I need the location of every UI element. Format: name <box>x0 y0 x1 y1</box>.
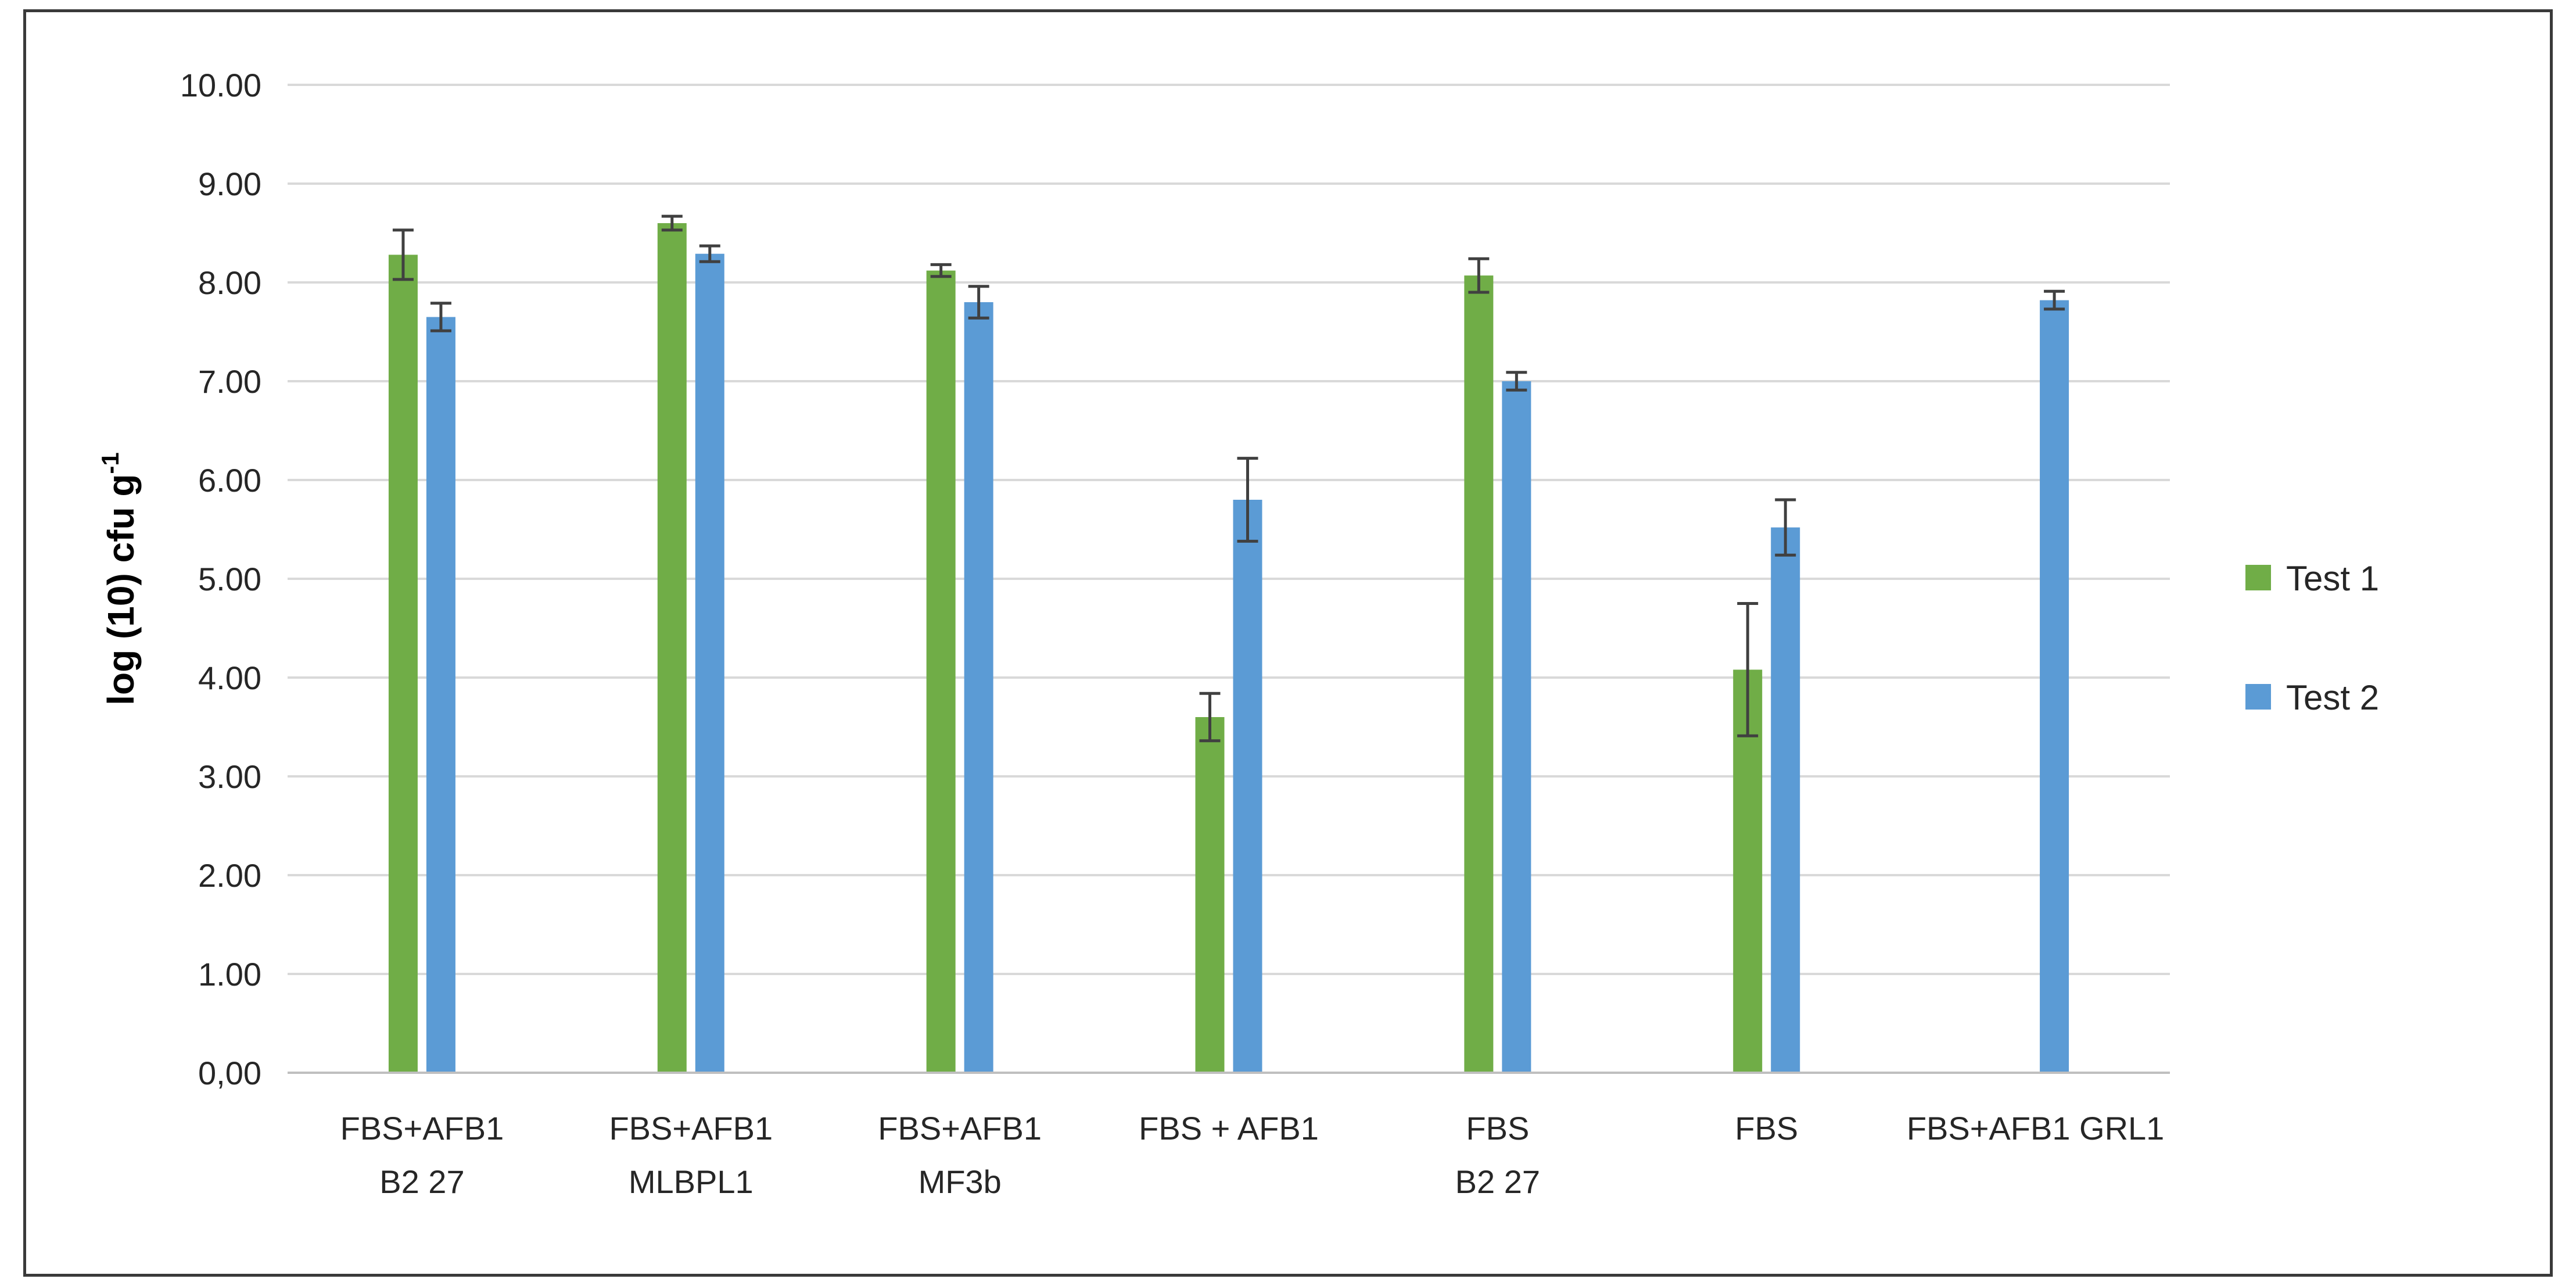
chart-frame: 0,00 1.00 2.00 3.00 4.00 5.00 6.00 7.00 8.00 9.00… <box>23 9 2553 1277</box>
x-category-label: FBS+AFB1 GRL1 <box>1907 1110 2165 1147</box>
bar-test1 <box>1464 275 1494 1073</box>
y-tick-label: 2.00 <box>198 857 261 894</box>
y-axis-title-superscript: -1 <box>96 452 124 474</box>
bar-test1 <box>926 270 956 1073</box>
legend-swatch-test2 <box>2245 684 2271 710</box>
error-bar <box>661 214 683 232</box>
bar-test2 <box>2040 300 2069 1073</box>
legend-label-test1: Test 1 <box>2286 559 2379 598</box>
error-bar <box>430 302 451 332</box>
bar-test2 <box>426 317 455 1073</box>
y-tick-label: 9.00 <box>198 166 261 202</box>
error-bar <box>930 263 952 278</box>
x-category-label: FBS+AFB1 B2 27 <box>340 1110 504 1200</box>
error-bar <box>1506 371 1527 392</box>
y-tick-label: 10.00 <box>180 67 261 103</box>
y-tick-label: 3.00 <box>198 758 261 795</box>
error-bar <box>1468 257 1490 294</box>
y-tick-label: 0,00 <box>198 1055 261 1091</box>
error-bars <box>392 214 2065 743</box>
error-bar <box>699 244 720 263</box>
bars <box>388 223 2069 1073</box>
legend-label-test2: Test 2 <box>2286 678 2379 717</box>
y-tick-label: 5.00 <box>198 561 261 597</box>
y-tick-label: 8.00 <box>198 264 261 301</box>
y-axis-ticks: 0,00 1.00 2.00 3.00 4.00 5.00 6.00 7.00 8.00 9.00… <box>180 67 261 1091</box>
error-bar <box>1737 602 1759 737</box>
y-tick-label: 7.00 <box>198 363 261 400</box>
legend-swatch-test1 <box>2245 565 2271 590</box>
x-category-label: FBS + AFB1 <box>1139 1110 1319 1147</box>
error-bar <box>968 285 989 320</box>
bar-test1 <box>388 255 418 1073</box>
y-axis-title-main: log (10) cfu g <box>100 474 142 705</box>
gridlines <box>288 84 2170 975</box>
error-bar <box>1775 498 1796 557</box>
bar-test2 <box>695 253 724 1073</box>
y-tick-label: 1.00 <box>198 956 261 993</box>
bar-test2 <box>1233 500 1262 1073</box>
bar-test2 <box>1502 381 1531 1073</box>
error-bar <box>1237 457 1258 543</box>
error-bar <box>1199 692 1221 743</box>
x-axis-category-labels: FBS+AFB1 B2 27 FBS+AFB1 MLBPL1 FBS+AFB1 MF3b F… <box>340 1110 2165 1200</box>
x-category-label: FBS B2 27 <box>1455 1110 1540 1200</box>
error-bar <box>2044 289 2065 311</box>
x-category-label: FBS+AFB1 MF3b <box>878 1110 1042 1200</box>
bar-chart: 0,00 1.00 2.00 3.00 4.00 5.00 6.00 7.00 8.00 9.00… <box>96 67 2379 1200</box>
x-category-label: FBS+AFB1 MLBPL1 <box>609 1110 773 1200</box>
bar-test2 <box>1771 527 1800 1073</box>
legend: Test 1 Test 2 <box>2245 559 2379 717</box>
x-category-label: FBS <box>1735 1110 1798 1147</box>
bar-test2 <box>964 302 993 1073</box>
bar-test1 <box>657 223 687 1073</box>
y-tick-label: 4.00 <box>198 660 261 696</box>
bar-test1 <box>1195 717 1225 1073</box>
error-bar <box>392 228 414 281</box>
y-tick-label: 6.00 <box>198 462 261 499</box>
y-axis-title: log (10) cfu g-1 <box>96 452 142 705</box>
